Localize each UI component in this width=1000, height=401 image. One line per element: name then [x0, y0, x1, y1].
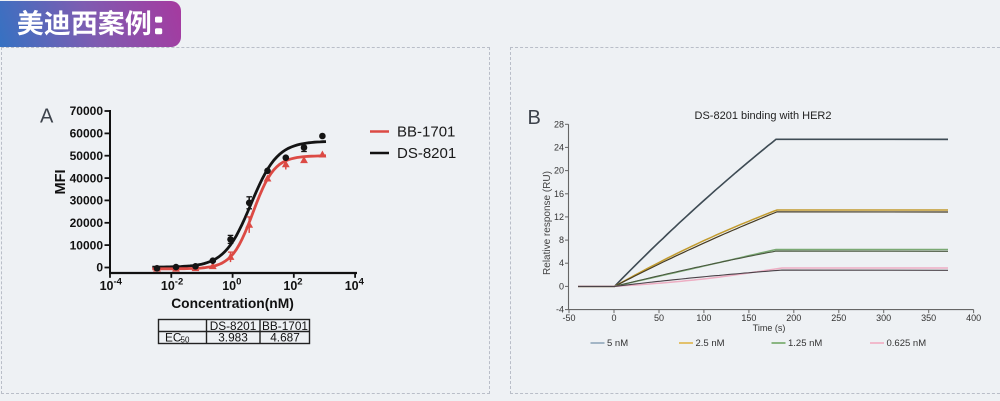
- svg-text:8: 8: [559, 235, 564, 245]
- svg-text:B: B: [528, 107, 541, 129]
- svg-text:-50: -50: [562, 313, 575, 323]
- svg-text:2: 2: [297, 277, 302, 288]
- svg-text:10000: 10000: [70, 238, 104, 252]
- svg-text:300: 300: [876, 313, 891, 323]
- svg-text:A: A: [40, 106, 54, 128]
- svg-text:2.5 nM: 2.5 nM: [696, 338, 725, 349]
- svg-text:60000: 60000: [70, 127, 104, 141]
- svg-text:MFI: MFI: [53, 170, 69, 195]
- svg-text:Relative response (RU): Relative response (RU): [542, 171, 553, 275]
- svg-text:40000: 40000: [70, 171, 104, 185]
- svg-text:0: 0: [611, 313, 616, 323]
- svg-text:200: 200: [786, 313, 801, 323]
- svg-text:0: 0: [96, 261, 103, 275]
- svg-text:BB-1701: BB-1701: [262, 319, 308, 333]
- svg-text:12: 12: [554, 212, 564, 222]
- svg-text:250: 250: [831, 313, 846, 323]
- svg-text:0: 0: [236, 277, 241, 288]
- svg-text:10: 10: [283, 279, 297, 293]
- svg-text:BB-1701: BB-1701: [397, 124, 455, 141]
- svg-text:DS-8201: DS-8201: [210, 319, 257, 333]
- svg-text:100: 100: [696, 313, 711, 323]
- svg-text:30000: 30000: [70, 194, 104, 208]
- svg-text:0: 0: [559, 281, 564, 291]
- svg-text:4: 4: [559, 258, 564, 268]
- svg-text:16: 16: [554, 189, 564, 199]
- svg-text:Concentration(nM): Concentration(nM): [171, 296, 294, 311]
- svg-text:20: 20: [554, 166, 564, 176]
- svg-text:-4: -4: [556, 305, 564, 315]
- svg-text:3.983: 3.983: [218, 331, 248, 345]
- svg-text:350: 350: [921, 313, 936, 323]
- svg-text:EC: EC: [165, 331, 182, 345]
- svg-text:150: 150: [741, 313, 756, 323]
- svg-text:10: 10: [345, 279, 359, 293]
- svg-text:50: 50: [181, 336, 190, 345]
- svg-text:-4: -4: [114, 277, 123, 288]
- svg-text:4: 4: [359, 277, 365, 288]
- svg-text:5 nM: 5 nM: [607, 338, 628, 349]
- svg-text:400: 400: [966, 313, 981, 323]
- svg-text:70000: 70000: [70, 104, 104, 118]
- svg-text:0.625 nM: 0.625 nM: [887, 338, 927, 349]
- svg-text:DS-8201: DS-8201: [397, 145, 456, 162]
- svg-text:50000: 50000: [70, 149, 104, 163]
- svg-text:10: 10: [161, 279, 175, 293]
- svg-text:10: 10: [100, 279, 114, 293]
- svg-text:28: 28: [554, 119, 564, 129]
- svg-text:10: 10: [222, 279, 236, 293]
- svg-text:-2: -2: [175, 277, 183, 288]
- svg-text:1.25 nM: 1.25 nM: [788, 338, 822, 349]
- svg-text:20000: 20000: [70, 216, 104, 230]
- svg-text:24: 24: [554, 142, 564, 152]
- svg-text:DS-8201 binding with HER2: DS-8201 binding with HER2: [695, 110, 832, 122]
- svg-text:4.687: 4.687: [270, 331, 300, 345]
- svg-text:50: 50: [654, 313, 664, 323]
- svg-text:Time (s): Time (s): [753, 323, 786, 333]
